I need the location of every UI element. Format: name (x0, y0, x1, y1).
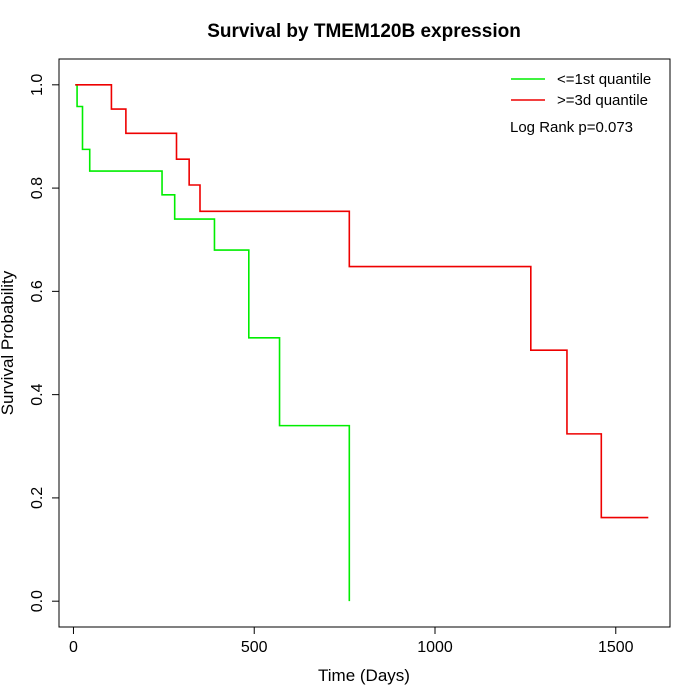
x-axis: 0 500 1000 1500 (69, 626, 634, 656)
y-axis-label: Survival Probability (0, 270, 17, 415)
x-tick-label: 1500 (598, 639, 634, 656)
series-line-0 (75, 84, 351, 602)
y-tick-label: 0.0 (29, 590, 46, 612)
x-tick-label: 1000 (417, 639, 453, 656)
chart-title: Survival by TMEM120B expression (207, 21, 521, 42)
y-tick-label: 1.0 (29, 74, 46, 96)
legend-label-high: >=3d quantile (557, 92, 648, 109)
legend: <=1st quantile >=3d quantile (511, 71, 651, 109)
y-tick-label: 0.8 (29, 177, 46, 199)
legend-label-low: <=1st quantile (557, 71, 651, 88)
x-tick-label: 500 (241, 639, 268, 656)
plot-frame (58, 58, 671, 628)
series-line-1 (75, 84, 649, 519)
y-tick-label: 0.6 (29, 280, 46, 302)
y-axis: 0.0 0.2 0.4 0.6 0.8 1.0 (29, 74, 60, 612)
log-rank-annotation: Log Rank p=0.073 (510, 119, 633, 136)
y-tick-label: 0.4 (29, 383, 46, 405)
y-tick-label: 0.2 (29, 487, 46, 509)
x-axis-label: Time (Days) (318, 666, 410, 685)
x-tick-label: 0 (69, 639, 78, 656)
series-layer (75, 84, 649, 602)
